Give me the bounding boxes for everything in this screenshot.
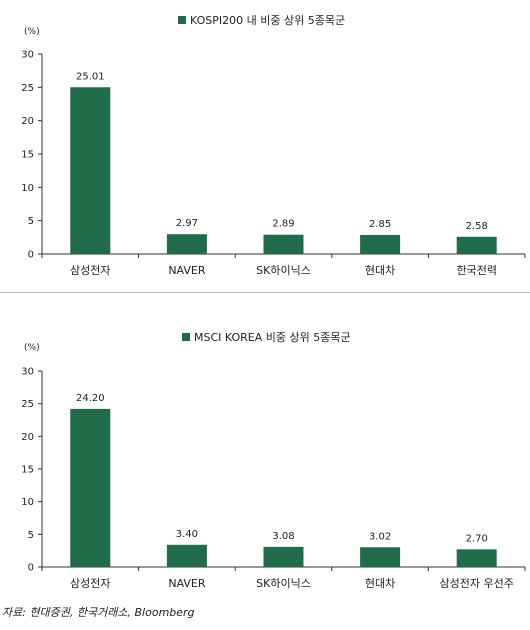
msci-korea-chart: MSCI KOREA 비중 상위 5종목군 (%) 0 5 10 15 20 25 30 24.2… [0,300,530,600]
y-tick-label: 10 [21,497,34,508]
x-tick-label: 현대차 [365,577,395,590]
chart-divider [0,292,530,293]
data-label: 3.02 [369,531,391,542]
data-label: 3.08 [272,531,294,542]
y-tick-label: 10 [21,183,34,194]
y-tick-label: 30 [21,50,34,61]
bar [70,408,111,567]
bar [70,87,111,255]
y-tick-label: 30 [21,367,34,378]
bar [263,546,304,567]
bar [456,549,497,567]
data-label: 2.58 [466,221,488,232]
msci-korea-chart-svg: MSCI KOREA 비중 상위 5종목군 (%) 0 5 10 15 20 25 30 24.2… [21,331,526,590]
x-tick-label: SK하이닉스 [256,263,311,277]
data-label: 2.85 [369,219,391,230]
data-label: 2.70 [466,533,488,544]
bar [166,234,207,254]
unit-label: (%) [24,343,40,353]
bar [263,234,304,254]
y-tick-label: 0 [28,250,34,261]
chart-title: MSCI KOREA 비중 상위 5종목군 [194,331,351,344]
data-label: 2.89 [272,219,294,230]
legend-swatch [178,16,186,24]
x-tick-label: SK하이닉스 [256,576,311,590]
kospi200-chart: KOSPI200 내 비중 상위 5종목군 (%) 0 5 10 15 20 25 30 25.0… [0,0,530,288]
kospi200-chart-svg: KOSPI200 내 비중 상위 5종목군 (%) 0 5 10 15 20 25 30 25.0… [21,14,526,277]
data-label: 24.20 [76,393,105,404]
x-tick-label: NAVER [168,577,206,590]
bar [360,235,401,254]
y-tick-label: 20 [21,116,34,127]
x-tick-label: NAVER [168,264,206,277]
y-tick-label: 20 [21,432,34,443]
legend-swatch [182,333,190,341]
x-tick-label: 현대차 [365,264,395,277]
x-tick-label: 삼성전자 우선주 [440,577,514,590]
bar [456,236,497,254]
y-tick-label: 25 [21,83,34,94]
y-tick-label: 15 [21,465,34,476]
source-note: 자료: 현대증권, 한국거래소, Bloomberg [2,606,195,619]
x-tick-label: 삼성전자 [70,577,110,590]
bar [166,544,207,567]
y-tick-label: 5 [28,216,34,227]
data-label: 2.97 [176,218,198,229]
data-label: 25.01 [76,71,105,82]
y-tick-label: 5 [28,530,34,541]
chart-title: KOSPI200 내 비중 상위 5종목군 [190,14,345,27]
y-tick-label: 25 [21,399,34,410]
y-tick-label: 15 [21,150,34,161]
y-tick-label: 0 [28,563,34,574]
unit-label: (%) [24,27,40,37]
data-label: 3.40 [176,529,198,540]
bar [360,547,401,567]
x-tick-label: 한국전력 [456,264,496,277]
x-tick-label: 삼성전자 [70,264,110,277]
